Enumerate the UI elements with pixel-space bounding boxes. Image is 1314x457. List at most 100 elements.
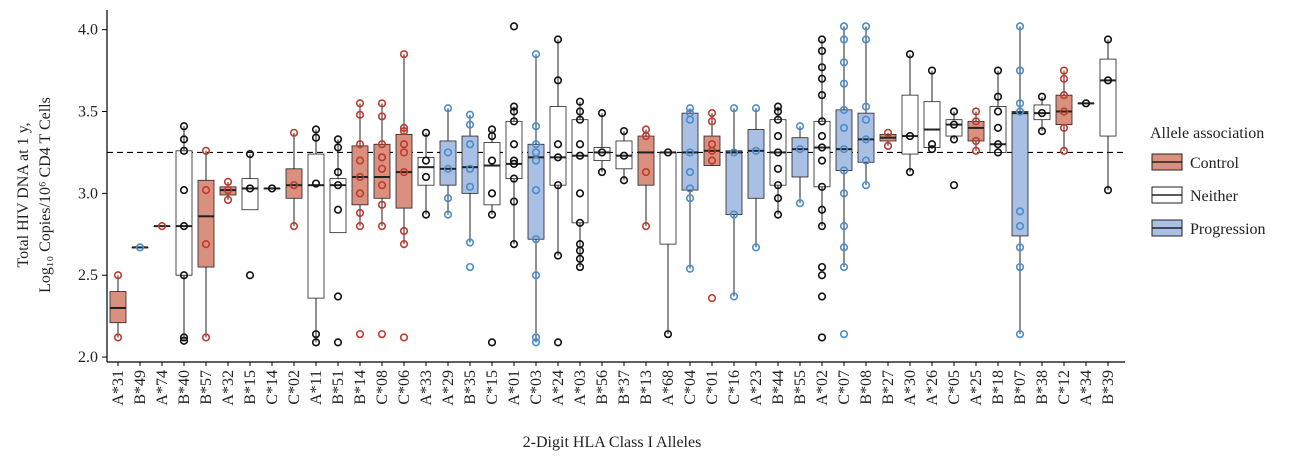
- point: [729, 104, 739, 113]
- point: [289, 128, 299, 137]
- point: [905, 131, 915, 141]
- x-tick-label: A*31: [110, 370, 127, 406]
- point: [993, 140, 1003, 149]
- box: [571, 119, 589, 224]
- point: [553, 181, 563, 190]
- point: [839, 105, 849, 114]
- point: [707, 140, 717, 149]
- x-tick-label: A*23: [748, 370, 765, 406]
- point: [1015, 207, 1025, 216]
- point: [531, 50, 541, 59]
- point: [839, 35, 849, 44]
- x-tick-label: C*14: [264, 370, 281, 405]
- point: [509, 156, 519, 165]
- point: [377, 153, 387, 162]
- point: [421, 210, 431, 219]
- point: [333, 292, 343, 301]
- point: [707, 294, 717, 303]
- x-tick-label: C*16: [726, 370, 743, 405]
- point: [619, 176, 629, 185]
- point: [729, 210, 739, 219]
- point: [861, 181, 871, 190]
- point: [377, 330, 387, 339]
- box: [1055, 94, 1073, 126]
- point: [311, 125, 321, 134]
- x-tick-label: C*05: [946, 370, 963, 405]
- point: [311, 338, 321, 347]
- y-tick-label: 2.5: [78, 267, 98, 284]
- point: [179, 336, 189, 345]
- point: [553, 140, 563, 149]
- point: [817, 333, 827, 342]
- x-tick-label: B*08: [858, 370, 875, 405]
- point: [817, 91, 827, 100]
- point: [113, 271, 123, 280]
- x-tick-label: A*34: [1078, 370, 1095, 406]
- point: [443, 164, 453, 173]
- point: [355, 222, 365, 231]
- point: [883, 141, 893, 150]
- x-tick-label: C*04: [682, 370, 699, 405]
- x-tick-label: A*30: [902, 370, 919, 406]
- point: [399, 127, 409, 136]
- point: [817, 156, 827, 165]
- box: [1099, 58, 1117, 137]
- x-tick-label: A*33: [418, 370, 435, 406]
- point: [355, 110, 365, 119]
- x-tick-label: B*27: [880, 370, 897, 405]
- point: [751, 243, 761, 252]
- point: [421, 172, 431, 182]
- x-tick-label: B*13: [638, 370, 655, 405]
- point: [1059, 107, 1069, 116]
- y-tick-label: 2.0: [78, 349, 98, 366]
- point: [509, 197, 519, 206]
- box: [197, 179, 215, 268]
- point: [839, 166, 849, 175]
- point: [399, 226, 409, 236]
- point: [179, 222, 189, 231]
- y-tick-label: 4.0: [78, 22, 98, 39]
- point: [883, 128, 893, 137]
- x-tick-label: B*39: [1100, 370, 1117, 405]
- point: [839, 330, 849, 339]
- point: [1015, 66, 1025, 75]
- point: [993, 123, 1003, 132]
- point: [201, 240, 211, 249]
- point: [927, 140, 937, 149]
- point: [729, 292, 739, 301]
- x-tick-label: B*57: [198, 370, 215, 405]
- point: [685, 264, 695, 273]
- point: [707, 117, 717, 126]
- point: [487, 156, 497, 165]
- x-tick-label: B*55: [792, 370, 809, 405]
- point: [575, 254, 585, 263]
- point: [663, 330, 673, 339]
- x-tick-label: C*12: [1056, 370, 1073, 405]
- point: [531, 140, 541, 149]
- point: [465, 262, 475, 272]
- point: [773, 115, 783, 124]
- point: [311, 133, 321, 142]
- x-tick-label: B*40: [176, 370, 193, 405]
- point: [817, 35, 827, 44]
- point: [1059, 146, 1069, 155]
- point: [179, 135, 189, 144]
- point: [487, 210, 497, 219]
- legend-label: Neither: [1190, 188, 1239, 205]
- point: [531, 271, 541, 280]
- point: [1059, 91, 1069, 100]
- point: [179, 333, 189, 342]
- point: [795, 145, 805, 154]
- point: [443, 194, 453, 203]
- point: [1015, 222, 1025, 231]
- x-tick-label: C*01: [704, 370, 721, 405]
- point: [1015, 330, 1025, 339]
- x-tick-label: C*06: [396, 370, 413, 405]
- point: [685, 109, 695, 118]
- point: [399, 140, 409, 149]
- point: [839, 243, 849, 252]
- point: [509, 22, 519, 31]
- x-tick-label: B*15: [242, 370, 259, 405]
- y-tick-label: 3.5: [78, 104, 98, 121]
